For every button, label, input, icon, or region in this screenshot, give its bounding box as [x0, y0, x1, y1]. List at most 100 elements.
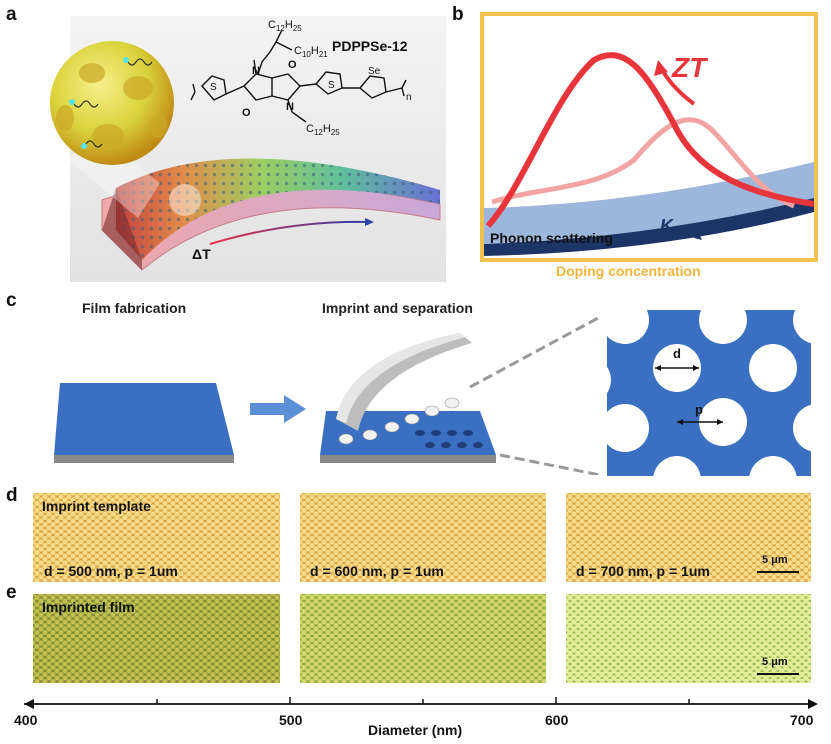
- polymer-name: PDPPSe-12: [332, 38, 408, 54]
- imprinted-film-title: Imprinted film: [42, 599, 135, 615]
- tick-500: 500: [279, 712, 303, 728]
- chain-h: H: [323, 123, 331, 135]
- dopant-head-icon: [81, 143, 87, 149]
- chain-c-sub: 12: [314, 128, 323, 137]
- dopant-molecule: [127, 58, 153, 66]
- imprint-template-title: Imprint template: [42, 498, 151, 514]
- arrow-head-icon: [654, 60, 668, 76]
- film-substrate: [54, 455, 234, 463]
- sphere-pore: [123, 76, 153, 100]
- scale-bar-label-e: 5 μm: [762, 656, 788, 668]
- scale-bar-e: [757, 673, 799, 675]
- d-label: d: [673, 346, 681, 361]
- zt-curve: [485, 52, 814, 229]
- film-image-600: [300, 594, 546, 683]
- chain-c-sub: 10: [302, 50, 311, 59]
- step-imprint-separation: Imprint and separation: [322, 300, 473, 316]
- film-holes: [415, 430, 483, 448]
- film-image-700: [566, 594, 811, 683]
- scale-bar-d: [757, 571, 799, 573]
- atom-o2: O: [242, 107, 251, 119]
- doping-axis-label: Doping concentration: [556, 263, 701, 279]
- chain-top-1: C12H25: [268, 19, 302, 33]
- panel-label-e: e: [6, 582, 17, 603]
- imprinted-film: [320, 411, 496, 455]
- tick-600: 600: [545, 712, 569, 728]
- p-label: p: [695, 402, 703, 417]
- diameter-axis: [24, 697, 818, 709]
- tick-700: 700: [790, 712, 814, 728]
- chain-c: C: [268, 19, 276, 31]
- kappa-label: K: [660, 216, 673, 236]
- axis-title: Diameter (nm): [368, 722, 463, 738]
- panel-label-d: d: [6, 485, 18, 506]
- axis-arrow-left-icon: [24, 699, 34, 709]
- sphere-pore: [149, 114, 167, 138]
- axis-ticks: [156, 697, 690, 704]
- hole-lattice-zoom: d p: [607, 310, 811, 476]
- zt-label: ZT: [672, 52, 707, 83]
- film-image-500: [33, 594, 280, 683]
- panel-label-c: c: [6, 290, 17, 311]
- dopant-head-icon: [123, 57, 129, 63]
- film-pores: [116, 158, 440, 260]
- atom-o1: O: [288, 59, 297, 71]
- chain-c-sub: 12: [276, 24, 285, 33]
- atom-se: Se: [368, 66, 381, 77]
- dopant-molecule: [73, 100, 99, 108]
- zoom-line-bottom: [499, 453, 601, 475]
- atom-n1: N: [252, 65, 260, 77]
- phonon-label: Phonon scattering: [490, 230, 613, 246]
- film-slab: [54, 383, 234, 455]
- template-label-600: d = 600 nm, p = 1um: [310, 563, 444, 579]
- film-substrate: [320, 455, 496, 463]
- sphere-pore: [56, 105, 74, 131]
- process-arrow-icon: [250, 395, 306, 423]
- chain-h-sub: 21: [319, 50, 328, 59]
- step-film-fabrication: Film fabrication: [82, 300, 187, 316]
- template-pillars: [338, 397, 460, 445]
- atom-n2: N: [286, 101, 294, 113]
- lattice-svg: [607, 310, 811, 476]
- chain-bottom: C12H25: [306, 123, 340, 137]
- chain-top-2: C10H21: [294, 45, 328, 59]
- kappa-dark-band: [484, 198, 814, 256]
- zt-curve-shifted: [491, 117, 795, 209]
- panel-label-a: a: [6, 4, 17, 25]
- temperature-gradient-arrow: [209, 220, 371, 245]
- panel-a: S S Se N N O O n C12H25 C10H21 C12H25 PD…: [30, 8, 450, 288]
- chemical-structure: [190, 29, 407, 123]
- atom-s2: S: [328, 80, 335, 91]
- scale-bar-label-d: 5 μm: [762, 554, 788, 566]
- chain-h-sub: 25: [293, 24, 302, 33]
- template-image-700: [566, 493, 811, 582]
- device-illustration: S S Se N N O O n C12H25 C10H21 C12H25: [50, 16, 446, 282]
- dopant-molecule: [85, 140, 103, 148]
- tick-400: 400: [14, 712, 38, 728]
- repeat-n: n: [406, 92, 412, 103]
- template-image-600: [300, 493, 546, 582]
- panel-b: ZT K Phonon scattering: [480, 12, 818, 262]
- template-label-500: d = 500 nm, p = 1um: [44, 563, 178, 579]
- arrow-head-icon: [365, 218, 374, 226]
- lattice-holes: [607, 310, 811, 476]
- film-edge: [102, 188, 142, 270]
- chain-c: C: [294, 45, 302, 57]
- delta-t-label: ΔT: [192, 246, 211, 262]
- dopant-head-icon: [69, 99, 75, 105]
- zt-kappa-schematic: [484, 52, 814, 256]
- light-spot: [169, 184, 201, 216]
- panel-label-b: b: [452, 4, 464, 25]
- arrow-head-icon: [694, 232, 702, 240]
- axis-arrow-right-icon: [808, 699, 818, 709]
- process-schematic: [54, 315, 601, 475]
- zoom-line-top: [469, 315, 601, 389]
- chain-c: C: [306, 123, 314, 135]
- sphere-pore: [79, 63, 105, 83]
- template-mold-top: [336, 333, 466, 423]
- chain-h: H: [285, 19, 293, 31]
- template-image-500: [33, 493, 280, 582]
- atom-s1: S: [210, 82, 217, 93]
- sphere-pore: [92, 124, 124, 148]
- chain-h-sub: 25: [331, 128, 340, 137]
